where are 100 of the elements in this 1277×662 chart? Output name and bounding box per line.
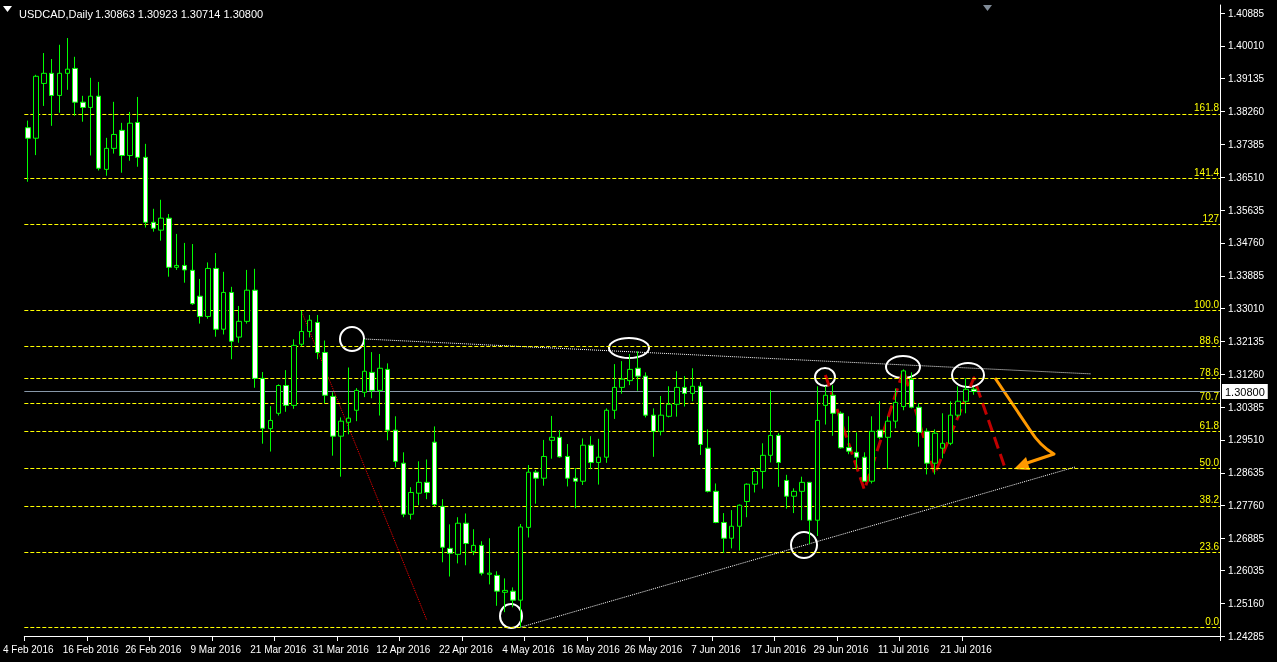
candlestick bbox=[791, 487, 797, 514]
candlestick bbox=[158, 199, 164, 242]
x-tick-label: 16 May 2016 bbox=[561, 643, 621, 655]
x-tick-label: 4 Feb 2016 bbox=[2, 643, 54, 655]
candlestick bbox=[57, 44, 62, 114]
candlestick bbox=[862, 451, 867, 483]
candlestick bbox=[385, 362, 390, 441]
candlestick bbox=[479, 540, 484, 576]
candlestick bbox=[41, 52, 47, 107]
candlestick bbox=[807, 481, 812, 545]
candlestick bbox=[236, 305, 242, 344]
candlestick bbox=[573, 467, 578, 509]
candlestick bbox=[760, 442, 766, 490]
candlestick bbox=[518, 523, 523, 628]
candlestick bbox=[713, 482, 719, 524]
x-tick-label: 21 Jul 2016 bbox=[940, 643, 993, 655]
annotation: 78.6 bbox=[1199, 366, 1220, 378]
candlestick bbox=[213, 252, 219, 338]
candlestick bbox=[190, 243, 195, 306]
candlestick bbox=[729, 509, 734, 549]
annotation: 50.0 bbox=[1199, 456, 1220, 468]
candlestick bbox=[182, 242, 187, 284]
candlestick bbox=[276, 383, 281, 417]
x-tick-label: 29 Jun 2016 bbox=[813, 643, 869, 655]
x-tick-label: 7 Jun 2016 bbox=[691, 643, 742, 655]
candlestick bbox=[502, 577, 508, 613]
candlestick bbox=[549, 415, 555, 460]
candlestick bbox=[315, 314, 320, 360]
y-tick-label: 1.27760 bbox=[1228, 500, 1265, 512]
candlestick bbox=[815, 385, 820, 537]
x-tick-label: 26 Feb 2016 bbox=[125, 643, 182, 655]
y-tick-label: 1.30385 bbox=[1228, 401, 1265, 413]
candlestick bbox=[346, 367, 351, 435]
candlestick bbox=[424, 458, 430, 500]
candlestick bbox=[588, 435, 594, 470]
y-tick-label: 1.32135 bbox=[1228, 335, 1265, 347]
candlestick bbox=[533, 469, 539, 505]
candlestick bbox=[971, 386, 977, 396]
candlestick bbox=[416, 460, 422, 506]
candlestick bbox=[737, 503, 742, 552]
annotation: 88.6 bbox=[1199, 334, 1220, 346]
ref-line-label: 1.30800 bbox=[1225, 385, 1265, 398]
x-tick-label: 31 Mar 2016 bbox=[312, 643, 370, 655]
candlestick bbox=[901, 368, 906, 411]
candlestick bbox=[494, 570, 500, 607]
chart-title: USDCAD,Daily bbox=[19, 7, 94, 20]
y-tick-label: 1.25160 bbox=[1228, 597, 1265, 609]
y-tick-label: 1.33885 bbox=[1228, 270, 1265, 282]
candlestick bbox=[338, 416, 344, 478]
candlestick bbox=[885, 415, 891, 470]
candlestick bbox=[784, 474, 789, 510]
candlestick bbox=[65, 37, 70, 91]
candlestick bbox=[283, 369, 289, 413]
y-tick-label: 1.37385 bbox=[1228, 138, 1265, 150]
candlestick bbox=[823, 385, 828, 426]
candlestick bbox=[893, 388, 898, 429]
x-tick-label: 22 Apr 2016 bbox=[438, 643, 494, 655]
candlestick bbox=[471, 528, 476, 556]
candlestick bbox=[924, 427, 930, 475]
candlestick bbox=[111, 101, 117, 155]
annotation: 61.8 bbox=[1199, 419, 1220, 431]
candlestick bbox=[362, 338, 367, 398]
candlestick bbox=[127, 111, 133, 162]
candlestick bbox=[916, 402, 922, 448]
y-tick-label: 1.29510 bbox=[1228, 434, 1265, 446]
x-tick-label: 9 Mar 2016 bbox=[190, 643, 242, 655]
candlestick bbox=[596, 438, 601, 486]
candlestick bbox=[197, 278, 203, 325]
candlestick bbox=[447, 523, 453, 578]
candlestick bbox=[877, 400, 883, 440]
candlestick bbox=[932, 428, 938, 475]
candlestick bbox=[119, 122, 125, 174]
candlestick bbox=[354, 387, 359, 422]
x-tick-label: 17 Jun 2016 bbox=[750, 643, 807, 655]
candlestick bbox=[174, 233, 179, 271]
candlestick bbox=[88, 77, 93, 156]
annotation: 38.2 bbox=[1199, 494, 1220, 506]
candlestick bbox=[96, 81, 101, 171]
y-tick-label: 1.33010 bbox=[1228, 303, 1265, 315]
annotation: 0.0 bbox=[1205, 615, 1220, 627]
candlestick bbox=[229, 286, 234, 360]
candlestick bbox=[401, 451, 406, 518]
x-tick-label: 4 May 2016 bbox=[502, 643, 555, 655]
annotation: 23.6 bbox=[1199, 540, 1220, 552]
candlestick bbox=[408, 486, 414, 520]
y-tick-label: 1.35635 bbox=[1228, 204, 1265, 216]
candlestick bbox=[330, 391, 336, 457]
candlestick bbox=[455, 516, 461, 564]
candlestick bbox=[830, 384, 836, 437]
candlestick bbox=[674, 370, 680, 418]
candlestick bbox=[612, 363, 617, 420]
candlestick bbox=[151, 208, 156, 233]
candlestick bbox=[260, 371, 265, 445]
candlestick bbox=[322, 339, 328, 404]
candlestick bbox=[955, 385, 961, 418]
x-tick-label: 16 Feb 2016 bbox=[62, 643, 120, 655]
candlestick bbox=[627, 353, 633, 386]
y-tick-label: 1.40885 bbox=[1228, 7, 1265, 19]
candlestick bbox=[854, 431, 859, 470]
candlestick bbox=[205, 261, 211, 320]
